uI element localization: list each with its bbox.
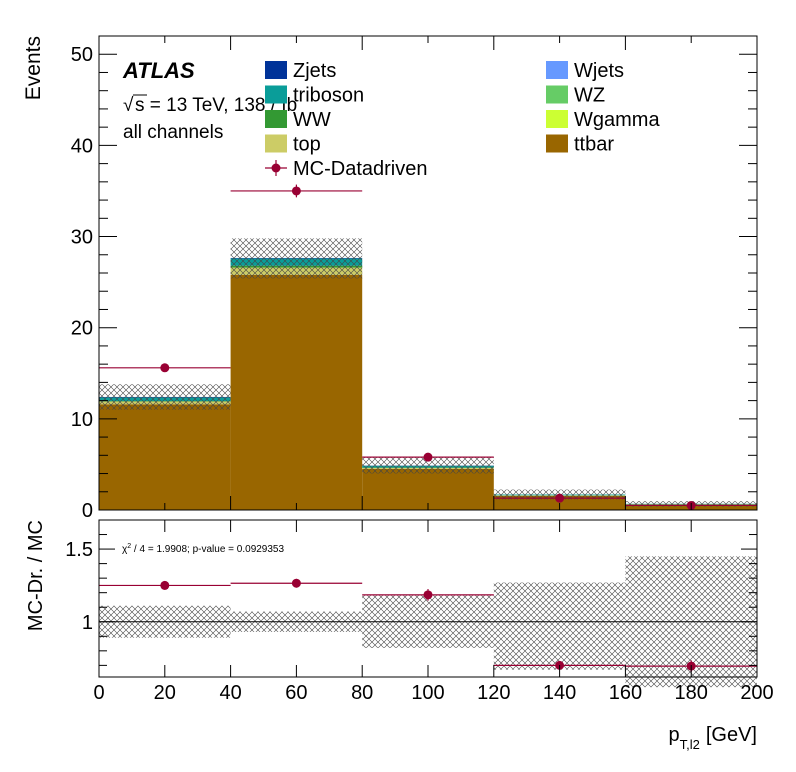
chi-superscript: 2 (127, 543, 131, 550)
ratio-point-1 (291, 578, 301, 588)
x-axis-label-sub: T,l2 (680, 737, 700, 752)
data-point-2 (423, 452, 433, 462)
main-ytick-label-30: 30 (71, 227, 93, 249)
x-tick-label-60: 60 (285, 682, 307, 704)
ratio-y-tick-labels: 11.5 (65, 539, 93, 634)
x-axis-label: pT,l2 [GeV] (669, 724, 758, 752)
legend-swatch-a-3 (265, 134, 287, 153)
ratio-panel: 11.5 0 20 40 60 80 100 120 140 160 180 200 MC-Dr. … (25, 519, 774, 752)
data-point-3 (555, 493, 565, 503)
data-points (99, 184, 757, 510)
bar-ttbar-0 (99, 404, 231, 510)
legend-label-a-1: triboson (293, 85, 364, 107)
main-ytick-label-0: 0 (82, 500, 93, 522)
chi-symbol: χ (122, 544, 128, 555)
legend-swatch-a-1 (265, 85, 287, 104)
x-tick-label-140: 140 (543, 682, 576, 704)
ratio-ytick-label-1.5: 1.5 (65, 539, 93, 561)
mc-unc-bin-2 (362, 457, 494, 474)
bar-ttbar-1 (230, 274, 363, 510)
ratio-point-2 (423, 590, 433, 600)
chi2-text: / 4 = 1.9908; p-value = 0.0929353 (131, 544, 284, 555)
legend-swatch-b-2 (546, 110, 568, 128)
legend-marker-dot-a-4 (271, 163, 281, 173)
legend-swatch-b-3 (546, 134, 568, 153)
x-tick-label-0: 0 (93, 682, 104, 704)
main-ytick-label-50: 50 (71, 44, 93, 66)
ratio-axis-ticks (98, 520, 758, 677)
atlas-label: ATLAS (122, 58, 195, 83)
data-point-0 (160, 363, 170, 373)
x-tick-label-40: 40 (219, 682, 241, 704)
main-axis-ticks (98, 35, 758, 511)
ratio-ytick-label-1: 1 (82, 612, 93, 634)
x-tick-label-100: 100 (411, 682, 444, 704)
ratio-band-bin-3 (493, 582, 626, 670)
legend-swatch-b-0 (546, 61, 568, 79)
x-tick-labels: 0 20 40 60 80 100 120 140 160 180 200 (93, 682, 773, 704)
legend-label-b-2: Wgamma (574, 109, 660, 131)
legend-swatch-a-2 (265, 110, 287, 128)
x-tick-label-20: 20 (154, 682, 176, 704)
ratio-y-axis-label: MC-Dr. / MC (25, 520, 47, 631)
x-tick-label-80: 80 (351, 682, 373, 704)
legend-swatch-a-0 (265, 61, 287, 79)
x-tick-label-200: 200 (740, 682, 773, 704)
main-ytick-label-20: 20 (71, 318, 93, 340)
main-ytick-label-10: 10 (71, 409, 93, 431)
energy-sqrt-symbol: √ (123, 95, 134, 116)
legend-label-a-4: MC-Datadriven (293, 158, 427, 180)
mc-unc-bin-0 (99, 384, 231, 410)
x-axis-label-unit: [GeV] (706, 724, 757, 746)
legend-label-b-0: Wjets (574, 60, 624, 82)
legend-swatch-b-1 (546, 85, 568, 104)
main-ytick-label-40: 40 (71, 135, 93, 157)
chi2-annotation: χ2 / 4 = 1.9908; p-value = 0.0929353 (122, 543, 284, 555)
legend-label-b-1: WZ (574, 85, 605, 107)
channels-label: all channels (123, 122, 223, 143)
legend-label-b-3: ttbar (574, 134, 614, 156)
energy-label: s = 13 TeV, 138 / fb (135, 95, 297, 116)
main-y-tick-labels: 0 10 20 30 40 50 (71, 44, 93, 522)
main-y-axis-label: Events (22, 36, 45, 100)
x-tick-label-180: 180 (675, 682, 708, 704)
main-panel: 0 10 20 30 40 50 Events ATLAS √ s = 13 TeV, 1… (22, 35, 758, 522)
ratio-points (99, 578, 757, 672)
legend-label-a-0: Zjets (293, 60, 336, 82)
legend-label-a-3: top (293, 134, 321, 156)
x-tick-label-120: 120 (477, 682, 510, 704)
mc-unc-bin-1 (230, 238, 363, 279)
legend-label-a-2: WW (293, 109, 331, 131)
x-tick-label-160: 160 (609, 682, 642, 704)
x-axis-label-p: p (669, 724, 680, 746)
data-point-1 (291, 186, 301, 196)
ratio-point-0 (160, 580, 170, 590)
